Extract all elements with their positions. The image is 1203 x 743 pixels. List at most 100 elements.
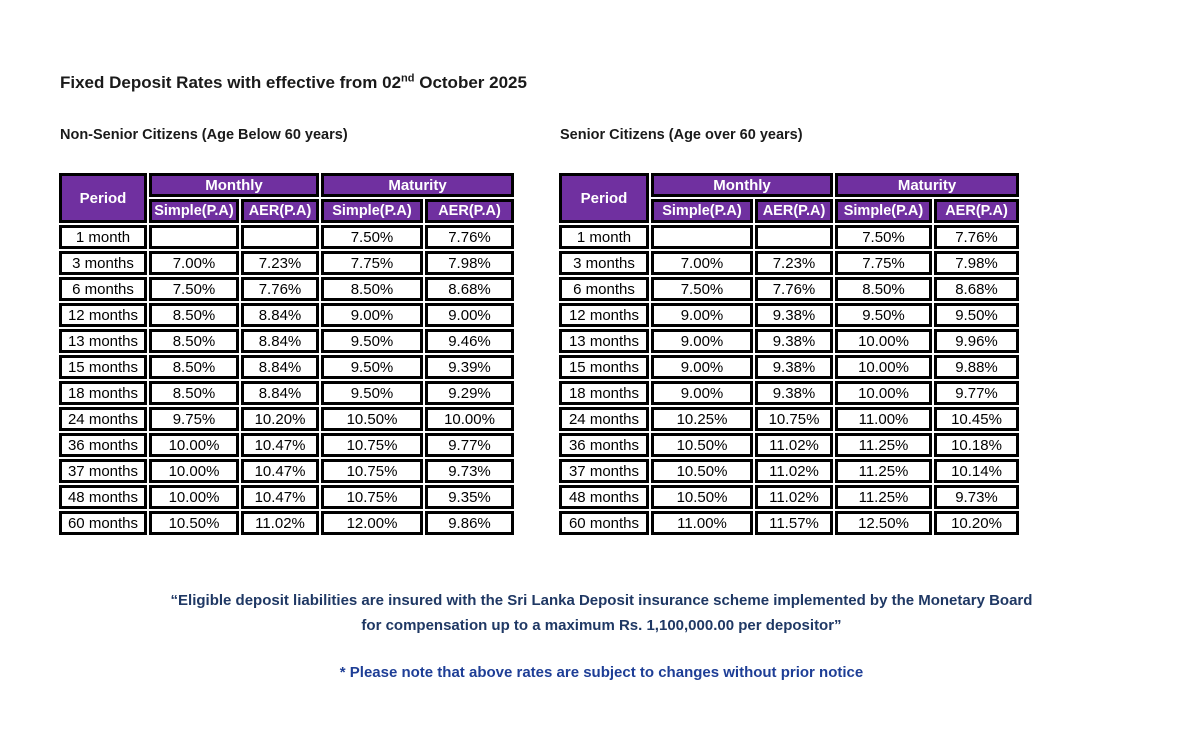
maturity-header: Maturity <box>321 173 514 197</box>
rate-cell: 10.20% <box>241 407 319 431</box>
table-row: 6 months 7.50% 7.76% 8.50% 8.68% <box>59 277 514 301</box>
rate-cell: 8.50% <box>321 277 423 301</box>
rate-cell: 10.47% <box>241 459 319 483</box>
rate-cell: 9.88% <box>934 355 1019 379</box>
period-cell: 12 months <box>559 303 649 327</box>
senior-rates-table: Period Monthly Maturity Simple(P.A) AER(… <box>557 171 1021 537</box>
period-cell: 48 months <box>559 485 649 509</box>
rate-cell <box>755 225 833 249</box>
rate-cell: 8.50% <box>149 329 239 353</box>
rate-cell: 8.84% <box>241 381 319 405</box>
rate-cell: 9.00% <box>321 303 423 327</box>
deposit-insurance-quote: “Eligible deposit liabilities are insure… <box>57 588 1146 638</box>
maturity-simple-header: Simple(P.A) <box>835 199 932 223</box>
deposit-insurance-quote-line2: for compensation up to a maximum Rs. 1,1… <box>361 617 842 634</box>
rate-cell: 7.76% <box>755 277 833 301</box>
rate-cell: 7.50% <box>651 277 753 301</box>
table-row: 24 months 9.75% 10.20% 10.50% 10.00% <box>59 407 514 431</box>
rate-cell: 7.00% <box>651 251 753 275</box>
rate-cell: 9.00% <box>651 355 753 379</box>
rate-cell: 7.75% <box>835 251 932 275</box>
period-cell: 37 months <box>559 459 649 483</box>
table-row: 1 month 7.50% 7.76% <box>59 225 514 249</box>
period-cell: 12 months <box>59 303 147 327</box>
period-cell: 37 months <box>59 459 147 483</box>
period-cell: 15 months <box>59 355 147 379</box>
table-row: 18 months 8.50% 8.84% 9.50% 9.29% <box>59 381 514 405</box>
table-header: Period Monthly Maturity Simple(P.A) AER(… <box>59 173 514 223</box>
rate-cell: 9.50% <box>835 303 932 327</box>
rate-cell: 7.50% <box>149 277 239 301</box>
rate-cell: 8.84% <box>241 303 319 327</box>
rate-cell: 11.25% <box>835 433 932 457</box>
monthly-simple-header: Simple(P.A) <box>651 199 753 223</box>
rate-cell: 10.00% <box>835 329 932 353</box>
table-row: 37 months 10.00% 10.47% 10.75% 9.73% <box>59 459 514 483</box>
period-cell: 1 month <box>559 225 649 249</box>
table-header: Period Monthly Maturity Simple(P.A) AER(… <box>559 173 1019 223</box>
header-sub-row: Simple(P.A) AER(P.A) Simple(P.A) AER(P.A… <box>59 199 514 223</box>
table-row: 18 months 9.00% 9.38% 10.00% 9.77% <box>559 381 1019 405</box>
rate-cell: 11.02% <box>755 433 833 457</box>
rate-cell: 9.38% <box>755 303 833 327</box>
rate-cell: 10.00% <box>835 381 932 405</box>
rate-cell: 12.00% <box>321 511 423 535</box>
rate-cell: 10.00% <box>425 407 514 431</box>
rate-cell: 10.14% <box>934 459 1019 483</box>
rate-cell: 7.76% <box>425 225 514 249</box>
table-row: 48 months 10.00% 10.47% 10.75% 9.35% <box>59 485 514 509</box>
rate-cell: 9.77% <box>934 381 1019 405</box>
monthly-aer-header: AER(P.A) <box>241 199 319 223</box>
period-cell: 6 months <box>59 277 147 301</box>
period-cell: 24 months <box>559 407 649 431</box>
rate-cell: 9.29% <box>425 381 514 405</box>
rate-cell: 10.45% <box>934 407 1019 431</box>
rate-cell: 7.76% <box>934 225 1019 249</box>
rate-cell: 10.00% <box>149 433 239 457</box>
rate-cell: 10.50% <box>149 511 239 535</box>
table-body: 1 month 7.50% 7.76% 3 months 7.00% 7.23% 7.75%… <box>559 225 1019 535</box>
non-senior-section: Non-Senior Citizens (Age Below 60 years)… <box>57 127 516 537</box>
rate-cell: 9.73% <box>934 485 1019 509</box>
rate-cell: 10.47% <box>241 485 319 509</box>
rate-cell: 9.75% <box>149 407 239 431</box>
rate-cell: 7.98% <box>934 251 1019 275</box>
rate-cell: 7.76% <box>241 277 319 301</box>
rate-cell: 11.02% <box>755 459 833 483</box>
rate-cell: 9.38% <box>755 355 833 379</box>
rate-cell <box>149 225 239 249</box>
table-row: 60 months 10.50% 11.02% 12.00% 9.86% <box>59 511 514 535</box>
rate-cell: 9.35% <box>425 485 514 509</box>
table-row: 36 months 10.50% 11.02% 11.25% 10.18% <box>559 433 1019 457</box>
table-row: 60 months 11.00% 11.57% 12.50% 10.20% <box>559 511 1019 535</box>
rate-cell: 10.00% <box>835 355 932 379</box>
period-cell: 15 months <box>559 355 649 379</box>
monthly-simple-header: Simple(P.A) <box>149 199 239 223</box>
table-row: 36 months 10.00% 10.47% 10.75% 9.77% <box>59 433 514 457</box>
rate-cell: 9.00% <box>651 329 753 353</box>
rate-cell: 9.38% <box>755 381 833 405</box>
rate-cell: 9.39% <box>425 355 514 379</box>
rate-cell: 9.50% <box>321 329 423 353</box>
page-title-ordinal-suffix: nd <box>401 72 415 85</box>
rate-cell: 10.75% <box>321 485 423 509</box>
rate-cell: 9.00% <box>651 303 753 327</box>
table-row: 6 months 7.50% 7.76% 8.50% 8.68% <box>559 277 1019 301</box>
tables-row: Non-Senior Citizens (Age Below 60 years)… <box>57 127 1146 537</box>
rate-cell: 7.50% <box>835 225 932 249</box>
period-cell: 60 months <box>59 511 147 535</box>
rate-cell: 10.20% <box>934 511 1019 535</box>
rate-cell: 7.98% <box>425 251 514 275</box>
period-cell: 24 months <box>59 407 147 431</box>
period-cell: 60 months <box>559 511 649 535</box>
period-cell: 1 month <box>59 225 147 249</box>
rate-cell: 10.00% <box>149 485 239 509</box>
rate-cell: 12.50% <box>835 511 932 535</box>
senior-section: Senior Citizens (Age over 60 years) Peri… <box>557 127 1021 537</box>
rate-cell: 10.75% <box>321 459 423 483</box>
rate-cell: 10.18% <box>934 433 1019 457</box>
rate-cell: 9.96% <box>934 329 1019 353</box>
rate-cell: 7.75% <box>321 251 423 275</box>
period-cell: 18 months <box>559 381 649 405</box>
rate-cell: 7.00% <box>149 251 239 275</box>
